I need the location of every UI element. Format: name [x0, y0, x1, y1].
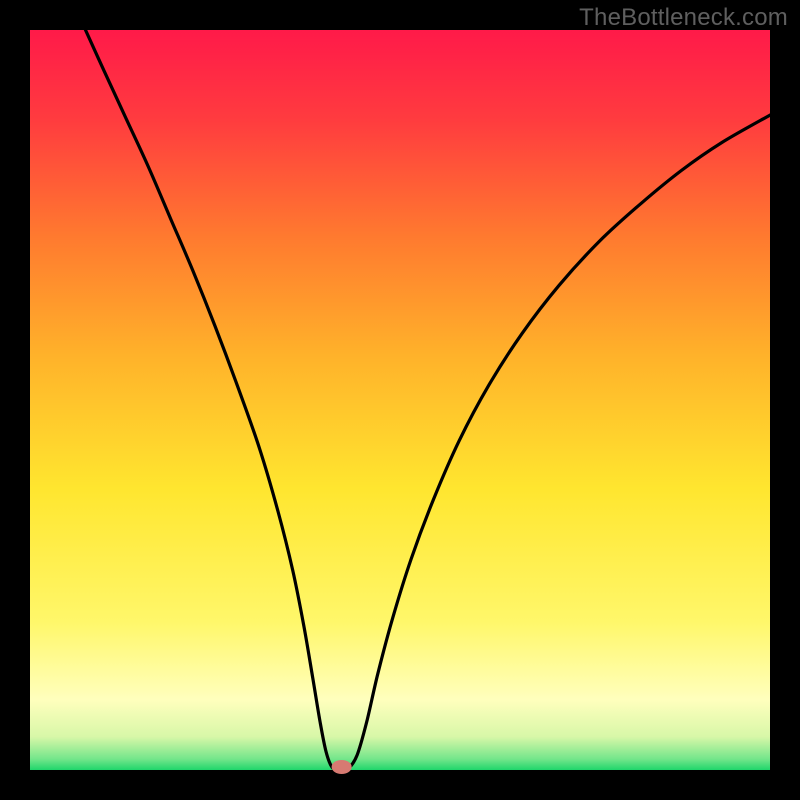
plot-area [30, 30, 770, 770]
optimal-point-marker [331, 760, 352, 774]
chart-frame: TheBottleneck.com [0, 0, 800, 800]
curve-path [86, 30, 771, 770]
bottleneck-curve [30, 30, 770, 770]
watermark-text: TheBottleneck.com [579, 4, 788, 32]
